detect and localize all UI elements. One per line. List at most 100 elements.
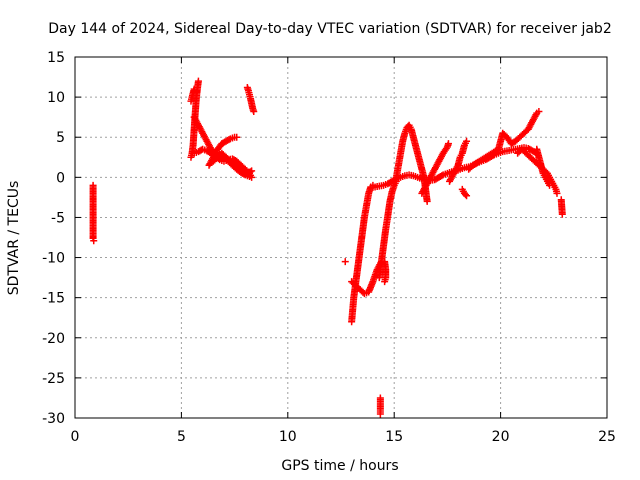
data-point-fill xyxy=(190,87,198,95)
data-point-fill xyxy=(524,151,532,159)
data-point-fill xyxy=(542,175,550,183)
data-point-fill xyxy=(201,146,209,154)
data-point-fill xyxy=(513,136,521,144)
data-point xyxy=(341,258,349,266)
y-tick-label: -5 xyxy=(51,210,65,226)
data-point-fill xyxy=(232,163,240,171)
x-tick-label: 0 xyxy=(71,429,80,445)
data-point-fill xyxy=(521,128,529,136)
data-point-fill xyxy=(441,170,449,178)
data-point-fill xyxy=(436,173,444,181)
data-point-fill xyxy=(194,79,202,87)
data-point-fill xyxy=(233,164,241,172)
grid-layer xyxy=(75,57,607,418)
y-tick-label: 10 xyxy=(47,90,65,106)
x-tick-label: 20 xyxy=(492,429,510,445)
data-point-fill xyxy=(505,146,513,154)
tick-layer: 0 5 10 15 20 25 15 10 5 0 -5 -10 -15 -20 -25 -30 xyxy=(42,50,616,445)
data-point-fill xyxy=(364,191,372,199)
data-point-fill xyxy=(466,164,474,172)
data-point-fill xyxy=(388,189,396,197)
data-point-fill xyxy=(540,171,548,179)
data-point-fill xyxy=(407,171,415,179)
x-tick-label: 25 xyxy=(598,429,616,445)
data-point-fill xyxy=(211,156,219,164)
data-point-fill xyxy=(539,168,547,176)
data-point-fill xyxy=(399,173,407,181)
data-point-fill xyxy=(237,166,245,174)
x-tick-label: 15 xyxy=(385,429,403,445)
y-tick-label: -25 xyxy=(42,371,65,387)
x-axis-label: GPS time / hours xyxy=(281,458,398,474)
y-axis-label: SDTVAR / TECUs xyxy=(6,181,22,296)
data-point-fill xyxy=(353,283,361,291)
data-point-fill xyxy=(192,148,200,156)
data-point-fill xyxy=(224,136,232,144)
data-point-fill xyxy=(224,155,232,163)
data-point-fill xyxy=(349,279,357,287)
data-point-fill xyxy=(188,95,196,103)
data-point-fill xyxy=(358,287,366,295)
y-tick-label: -10 xyxy=(42,251,65,267)
data-point-fill xyxy=(501,147,509,155)
data-point-fill xyxy=(417,164,425,172)
data-point-fill xyxy=(496,139,504,147)
data-point-fill xyxy=(544,179,552,187)
data-point-fill xyxy=(528,155,536,163)
data-point-fill xyxy=(551,183,559,191)
data-point-fill xyxy=(415,156,423,164)
data-point-fill xyxy=(245,169,253,177)
data-point-fill xyxy=(526,145,534,153)
data-point-fill xyxy=(228,159,236,167)
data-point-fill xyxy=(444,141,452,149)
data-point-fill xyxy=(411,173,419,181)
data-point-fill xyxy=(391,179,399,187)
data-point-fill xyxy=(416,174,424,182)
data-point-fill xyxy=(246,93,254,101)
data-point-fill xyxy=(219,139,227,147)
data-point-fill xyxy=(438,172,446,180)
data-point-fill xyxy=(249,106,257,114)
data-point-fill xyxy=(246,168,254,176)
data-point-fill xyxy=(228,134,236,142)
data-point-fill xyxy=(382,181,390,189)
y-tick-label: -30 xyxy=(42,411,65,427)
data-point-fill xyxy=(461,191,469,199)
data-point-fill xyxy=(552,187,560,195)
data-point-fill xyxy=(381,276,389,284)
data-point-fill xyxy=(248,103,256,111)
data-point-fill xyxy=(376,408,384,416)
data-point-fill xyxy=(558,209,566,217)
data-point-fill xyxy=(461,139,469,147)
data-point-fill xyxy=(89,233,97,241)
y-tick-label: 5 xyxy=(56,130,65,146)
y-tick-label: 15 xyxy=(47,50,65,66)
data-point-fill xyxy=(458,165,466,173)
chart-title: Day 144 of 2024, Sidereal Day-to-day VTE… xyxy=(48,21,611,37)
data-point-fill xyxy=(373,183,381,191)
y-tick-label: 0 xyxy=(56,170,65,186)
data-point-fill xyxy=(453,163,461,171)
data-point-fill xyxy=(456,155,464,163)
data-point-fill xyxy=(385,179,393,187)
data-point xyxy=(233,133,241,141)
data-point-fill xyxy=(406,123,414,131)
data-point xyxy=(463,192,471,200)
data-point-fill xyxy=(411,140,419,148)
data-point-fill xyxy=(368,279,376,287)
data-point-fill xyxy=(500,131,508,139)
data-point-fill xyxy=(245,89,253,97)
data-point-fill xyxy=(225,136,233,144)
data-point-fill xyxy=(432,175,440,183)
point-layer xyxy=(89,77,566,418)
y-tick-label: -20 xyxy=(42,331,65,347)
data-point-fill xyxy=(413,148,421,156)
data-point-fill xyxy=(509,139,517,147)
data-point-fill xyxy=(196,147,204,155)
data-point-fill xyxy=(423,196,431,204)
data-point-fill xyxy=(216,142,224,150)
data-point-fill xyxy=(460,143,468,151)
y-tick-label: -15 xyxy=(42,291,65,307)
